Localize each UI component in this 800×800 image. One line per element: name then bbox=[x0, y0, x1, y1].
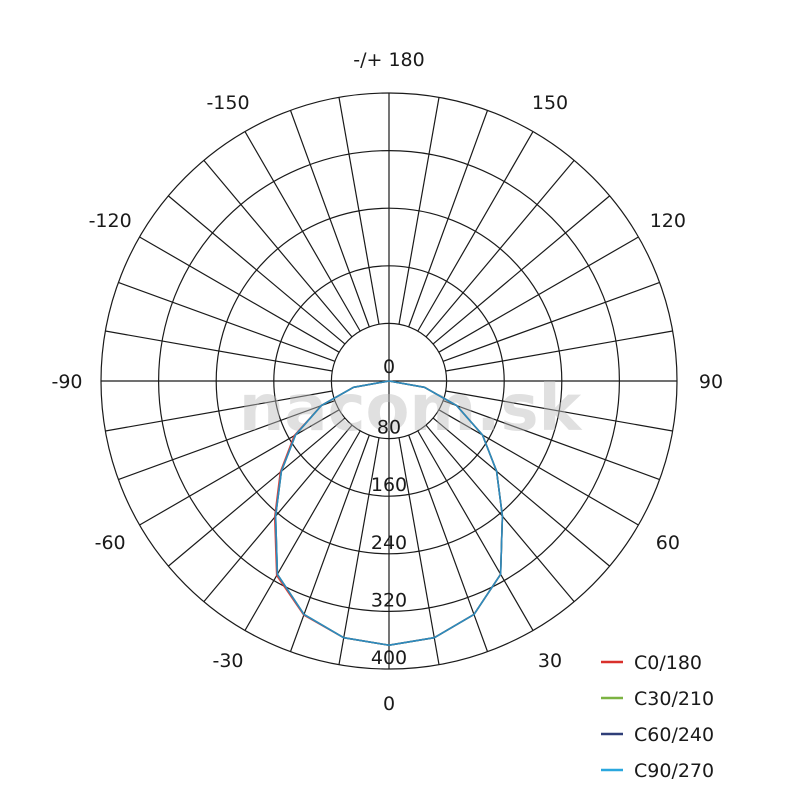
angle-label: 30 bbox=[538, 650, 562, 672]
angle-label: -120 bbox=[89, 210, 132, 232]
ring-label-80: 80 bbox=[377, 417, 401, 439]
spoke-340 bbox=[289, 434, 370, 652]
spoke-190 bbox=[338, 97, 380, 325]
spoke-130 bbox=[432, 195, 611, 345]
angle-label: -30 bbox=[212, 650, 243, 672]
angle-label: 90 bbox=[699, 371, 723, 393]
spoke-20 bbox=[408, 434, 489, 652]
angle-label: 150 bbox=[532, 92, 568, 114]
angle-label: -150 bbox=[206, 92, 249, 114]
spoke-210 bbox=[244, 131, 361, 332]
spoke-230 bbox=[167, 195, 346, 345]
spoke-200 bbox=[289, 110, 370, 328]
angle-label: 120 bbox=[650, 210, 686, 232]
ring-label-320: 320 bbox=[371, 589, 407, 611]
spoke-40 bbox=[425, 424, 575, 603]
spoke-30 bbox=[417, 430, 534, 631]
legend: C0/180 C30/210 C60/240 C90/270 bbox=[601, 652, 714, 782]
spoke-240 bbox=[139, 236, 340, 353]
ring-label-240: 240 bbox=[371, 532, 407, 554]
spoke-320 bbox=[203, 424, 353, 603]
angle-label: 0 bbox=[383, 693, 395, 715]
spoke-70 bbox=[442, 400, 660, 481]
spoke-250 bbox=[118, 281, 336, 362]
spoke-160 bbox=[408, 110, 489, 328]
legend-label: C90/270 bbox=[634, 760, 714, 782]
spoke-260 bbox=[105, 330, 333, 372]
spoke-140 bbox=[425, 159, 575, 338]
spoke-350 bbox=[338, 437, 380, 665]
ring-label-160: 160 bbox=[371, 474, 407, 496]
spoke-100 bbox=[445, 330, 673, 372]
spoke-80 bbox=[445, 390, 673, 432]
spoke-150 bbox=[417, 131, 534, 332]
legend-label: C0/180 bbox=[634, 652, 702, 674]
ring-label-400: 400 bbox=[371, 647, 407, 669]
spoke-330 bbox=[244, 430, 361, 631]
spoke-60 bbox=[438, 409, 639, 526]
angle-label: -/+ 180 bbox=[353, 49, 424, 71]
spoke-220 bbox=[203, 159, 353, 338]
series-curve-C90/270 bbox=[274, 380, 504, 647]
spoke-280 bbox=[105, 390, 333, 432]
spoke-300 bbox=[139, 409, 340, 526]
polar-grid bbox=[100, 92, 678, 670]
legend-label: C60/240 bbox=[634, 724, 714, 746]
spoke-120 bbox=[438, 236, 639, 353]
legend-label: C30/210 bbox=[634, 688, 714, 710]
spoke-310 bbox=[167, 417, 346, 567]
spoke-110 bbox=[442, 281, 660, 362]
angle-label: -60 bbox=[95, 532, 126, 554]
watermark-logo: nacom.sk bbox=[239, 372, 583, 446]
spoke-10 bbox=[398, 437, 440, 665]
angle-label: -90 bbox=[51, 371, 82, 393]
ring-label-0: 0 bbox=[383, 356, 395, 378]
spoke-170 bbox=[398, 97, 440, 325]
angle-tick-labels: 0 30 60 90 120 150 -/+ 180 -150 -120 -90 -60 -30 bbox=[51, 49, 723, 715]
spoke-290 bbox=[118, 400, 336, 481]
radial-tick-labels: 0 80 160 240 320 400 bbox=[371, 356, 407, 669]
intensity-curves bbox=[273, 380, 504, 647]
spoke-50 bbox=[432, 417, 611, 567]
angle-label: 60 bbox=[656, 532, 680, 554]
